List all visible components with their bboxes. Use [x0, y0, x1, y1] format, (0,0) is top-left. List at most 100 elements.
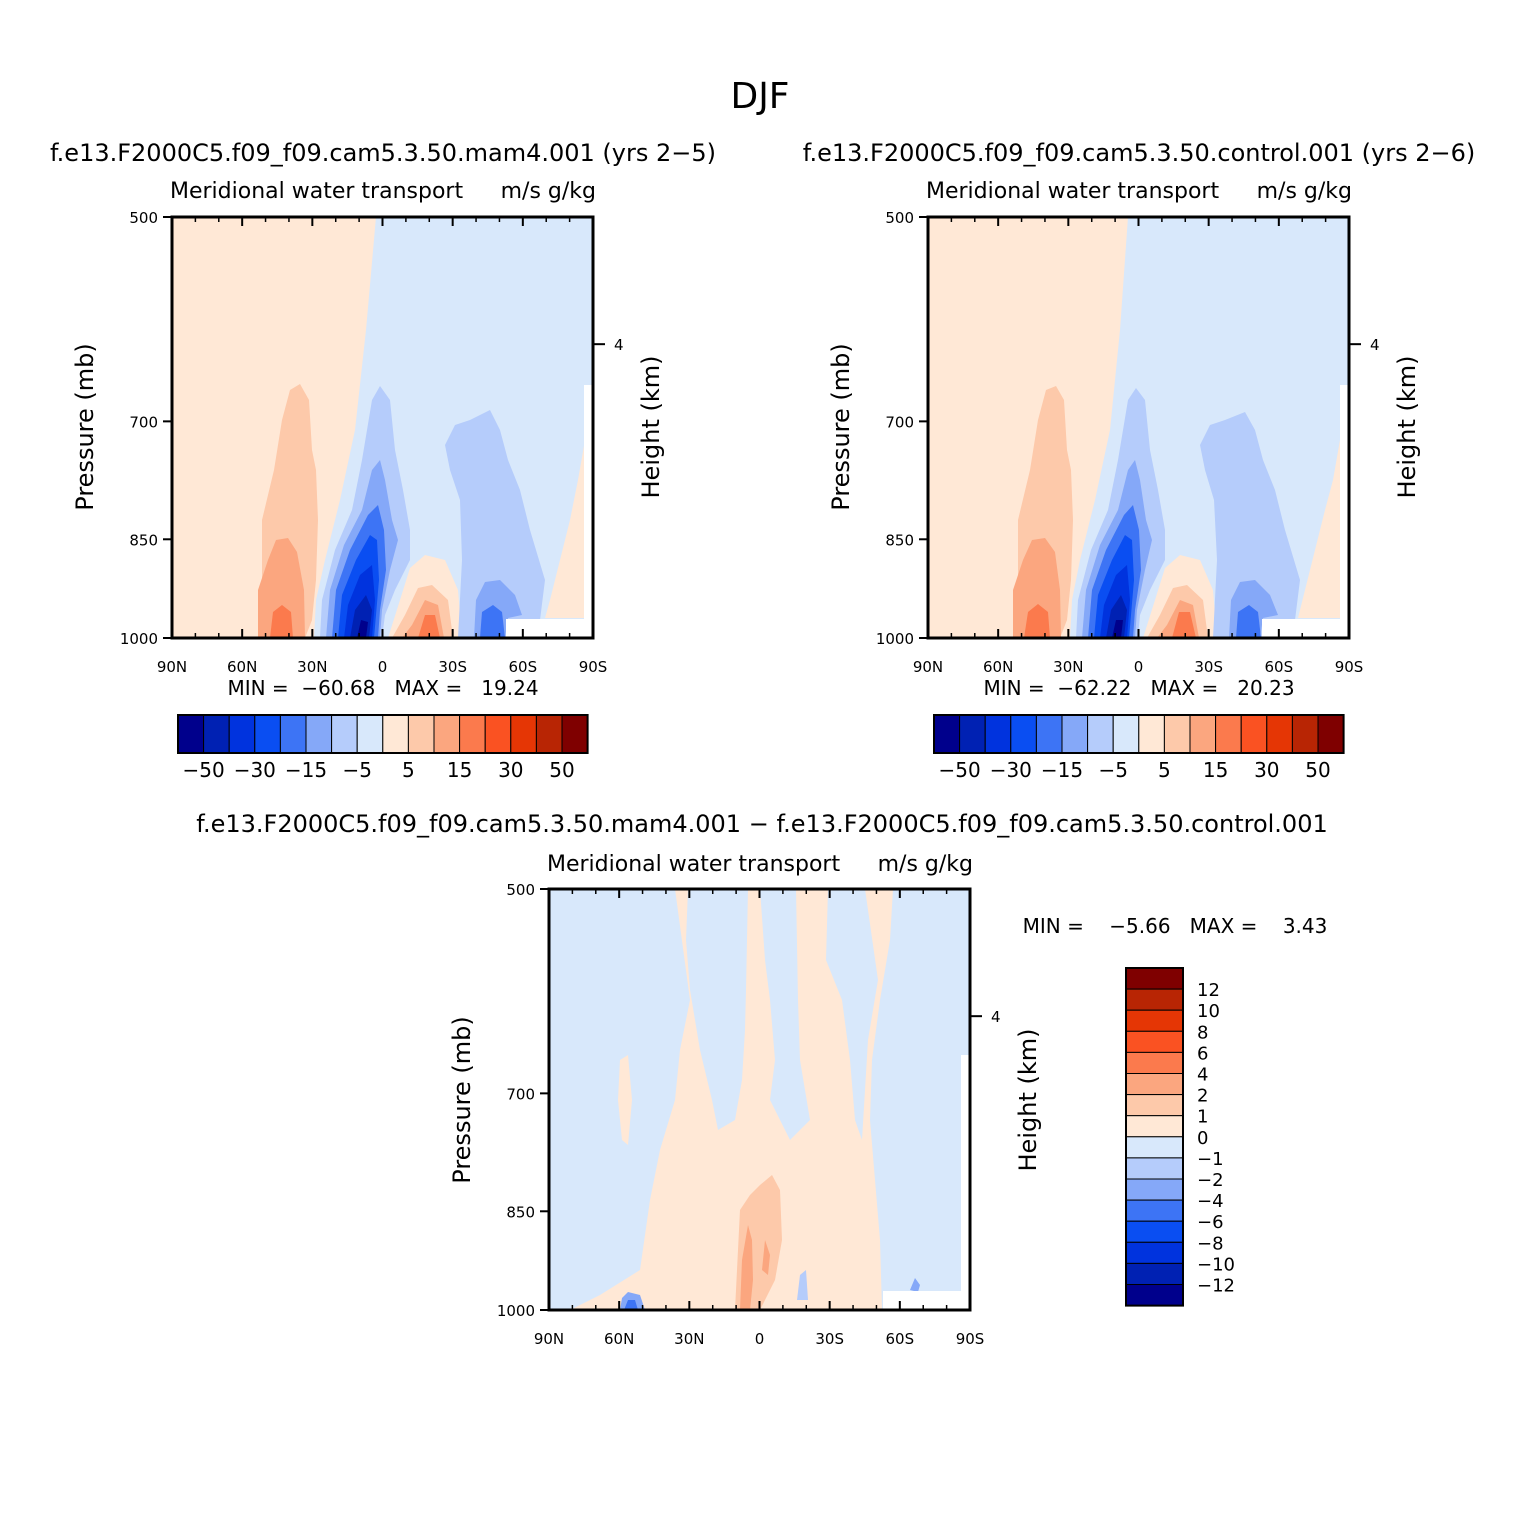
colorbar-label: −5: [342, 758, 371, 782]
x-tick-label: 60S: [886, 1330, 915, 1348]
colorbar: −50 −30 −15 −5 5 15 30 50: [933, 714, 1345, 782]
y-tick-label: 500: [885, 209, 914, 227]
colorbar-label: −4: [1197, 1191, 1224, 1212]
colorbar-swatch: [1125, 1157, 1184, 1180]
contour-fill-pos-strong: [1013, 538, 1061, 638]
contour-fill-neg-stronger: [1236, 605, 1261, 638]
colorbar-swatch: [203, 714, 230, 754]
colorbar-swatch: [459, 714, 486, 754]
x-tick-label: 0: [1134, 658, 1144, 676]
colorbar-swatch: [535, 714, 563, 754]
contour-field: [172, 217, 593, 638]
x-tick-label: 90S: [579, 658, 608, 676]
colorbar-swatch: [1317, 714, 1345, 754]
right-axis-label: Height (km): [1014, 1029, 1042, 1172]
y-tick-label: 850: [129, 531, 158, 549]
colorbar-swatch: [382, 714, 409, 754]
min-max-label: MIN = −62.22 MAX = 20.23: [983, 676, 1294, 700]
contour-fill-neg-strong: [910, 1278, 920, 1292]
colorbar-label: 5: [1158, 758, 1171, 782]
colorbar-label: 1: [1197, 1107, 1208, 1128]
colorbar-label: 50: [1305, 758, 1330, 782]
x-tick-label: 30S: [438, 658, 467, 676]
x-tick-label: 90S: [1335, 658, 1364, 676]
y-tick-label: 850: [885, 531, 914, 549]
contour-field: [549, 889, 970, 1310]
colorbar-swatch: [933, 714, 961, 754]
colorbar-label: −15: [1041, 758, 1083, 782]
colorbar-swatch: [1266, 714, 1293, 754]
contour-fill-pos-strong: [258, 538, 305, 638]
colorbar-label: −8: [1197, 1233, 1224, 1254]
colorbar-label: 0: [1197, 1128, 1208, 1149]
panel-control: f.e13.F2000C5.f09_f09.cam5.3.50.control.…: [803, 139, 1476, 782]
colorbar-swatch: [433, 714, 461, 754]
colorbar-swatch: [1035, 714, 1063, 754]
panel-units: m/s g/kg: [501, 179, 596, 204]
x-tick-label: 30N: [297, 658, 327, 676]
colorbar-swatch: [510, 714, 537, 754]
axes-group: 90N 60N 30N 0 30S 60S 90S 500 700 850 1000 4: [497, 881, 1001, 1348]
contour-fill-pos-weak: [545, 400, 593, 618]
colorbar-label: 5: [402, 758, 415, 782]
y-axis-label: Pressure (mb): [71, 343, 99, 510]
panel-title: f.e13.F2000C5.f09_f09.cam5.3.50.mam4.001…: [50, 139, 716, 167]
contour-fill-pos-stronger: [270, 605, 293, 638]
colorbar-swatch: [1125, 1009, 1184, 1032]
colorbar-swatch: [1189, 714, 1217, 754]
panel-units: m/s g/kg: [878, 852, 973, 877]
colorbar-swatch: [561, 714, 589, 754]
y-tick-label: 700: [506, 1085, 535, 1103]
x-tick-label: 30S: [815, 1330, 844, 1348]
y-tick-label: 500: [129, 209, 158, 227]
missing-data-mask: [506, 619, 593, 638]
colorbar-swatch: [1163, 714, 1191, 754]
colorbar-swatch: [959, 714, 986, 754]
colorbar-swatch: [1138, 714, 1165, 754]
colorbar-swatch: [331, 714, 358, 754]
y-axis-label: Pressure (mb): [827, 343, 855, 510]
x-tick-label: 90N: [157, 658, 187, 676]
colorbar: −50 −30 −15 −5 5 15 30 50: [177, 714, 589, 782]
contour-fill-pos-stronger: [418, 615, 440, 638]
colorbar-swatch: [1125, 1178, 1184, 1201]
right-axis-tick-label: 4: [614, 336, 624, 354]
missing-data-mask: [883, 1291, 970, 1310]
colorbar-swatch: [1125, 1136, 1184, 1159]
panel-difference: f.e13.F2000C5.f09_f09.cam5.3.50.mam4.001…: [196, 810, 1327, 1348]
panel-subtitle: Meridional water transport: [170, 179, 463, 204]
colorbar-label: 50: [549, 758, 574, 782]
colorbar-swatch: [1240, 714, 1268, 754]
contour-fill-neg-moderate: [445, 410, 545, 638]
colorbar-label: −2: [1197, 1170, 1224, 1191]
colorbar-label: −15: [285, 758, 327, 782]
contour-fill-pos-stronger: [1024, 604, 1050, 638]
y-tick-label: 700: [885, 413, 914, 431]
colorbar-swatch: [1112, 714, 1140, 754]
colorbar-swatch: [1125, 1262, 1184, 1286]
panel-title: f.e13.F2000C5.f09_f09.cam5.3.50.control.…: [803, 139, 1476, 167]
colorbar-swatch: [1125, 1094, 1184, 1117]
colorbar-swatch: [1125, 1199, 1184, 1222]
colorbar-label: −50: [182, 758, 224, 782]
colorbar-swatch: [305, 714, 333, 754]
colorbar-swatch: [177, 714, 205, 754]
colorbar-swatch: [228, 714, 256, 754]
x-tick-label: 90N: [913, 658, 943, 676]
colorbar-label: 12: [1197, 980, 1220, 1001]
x-tick-label: 60S: [509, 658, 538, 676]
contour-fill-neg-moderate: [797, 1270, 808, 1300]
right-axis-label: Height (km): [1393, 356, 1421, 499]
right-axis-tick-label: 4: [991, 1008, 1001, 1026]
x-tick-label: 30N: [674, 1330, 704, 1348]
colorbar-label: −6: [1197, 1212, 1224, 1233]
colorbar-frame: [1125, 967, 1184, 1307]
contour-fill-pos-strong: [740, 1225, 753, 1310]
x-tick-label: 90N: [534, 1330, 564, 1348]
x-tick-label: 60N: [604, 1330, 634, 1348]
min-max-label: MIN = −5.66 MAX = 3.43: [1023, 914, 1328, 938]
y-tick-label: 500: [506, 881, 535, 899]
y-tick-label: 1000: [876, 630, 914, 648]
